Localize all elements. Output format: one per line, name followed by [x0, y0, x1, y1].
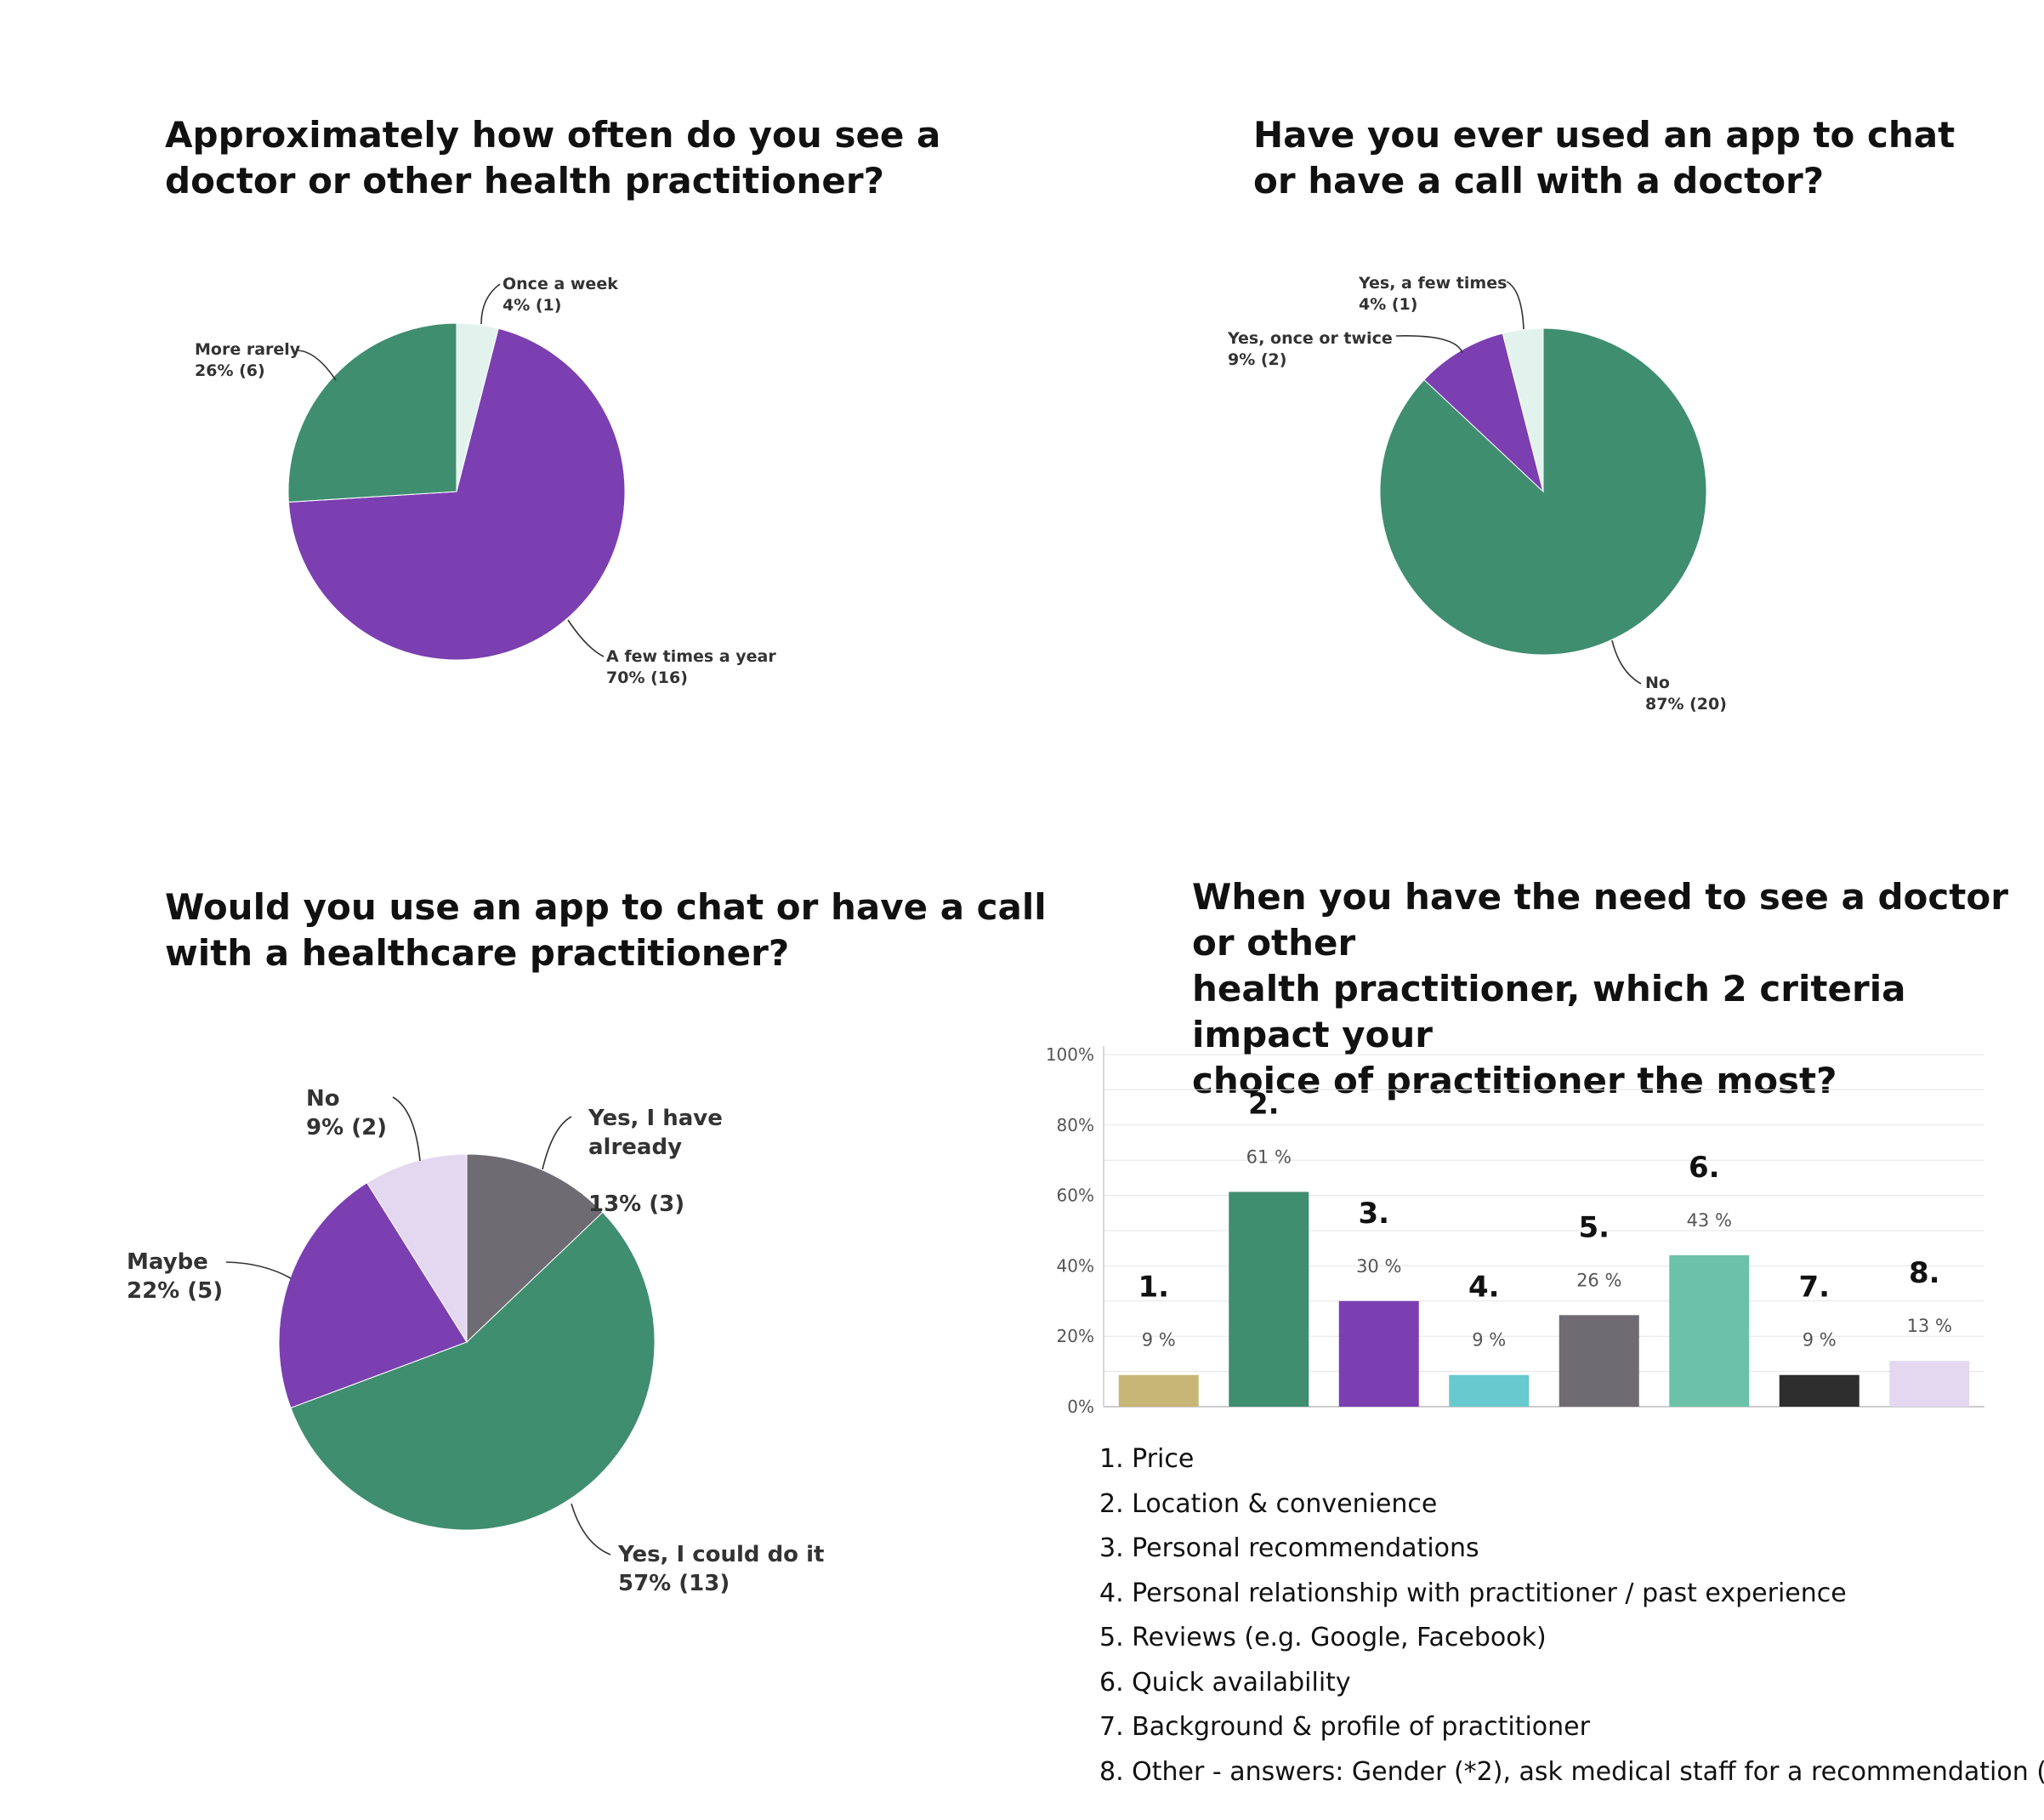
bar-category-label: 7. — [1798, 1271, 1830, 1305]
legend-item: 5. Reviews (e.g. Google, Facebook) — [1099, 1616, 2044, 1661]
bar — [1669, 1255, 1749, 1407]
bar-value-label: 9 % — [1472, 1330, 1506, 1351]
slice-label: Yes, a few times 4% (1) — [1358, 274, 1507, 314]
bar-value-label: 9 % — [1803, 1330, 1837, 1351]
bar-category-label: 8. — [1909, 1256, 1940, 1290]
legend-item: 2. Location & convenience — [1099, 1482, 2044, 1527]
leader-line — [1507, 282, 1524, 329]
bar-value-label: 9 % — [1142, 1330, 1176, 1351]
legend-item: 3. Personal recommendations — [1099, 1527, 2044, 1572]
leader-line — [1396, 336, 1462, 353]
bar-category-label: 3. — [1358, 1197, 1389, 1231]
leader-line — [298, 350, 336, 380]
y-tick-label: 60% — [1057, 1186, 1094, 1206]
bar-category-label: 4. — [1468, 1271, 1500, 1305]
pie-slice — [288, 323, 457, 502]
bar — [1889, 1361, 1969, 1407]
y-tick-label: 40% — [1057, 1255, 1094, 1276]
bar — [1559, 1315, 1639, 1407]
bar-category-label: 5. — [1578, 1210, 1610, 1244]
bar-value-label: 61 % — [1246, 1146, 1292, 1167]
slice-label: More rarely 26% (6) — [195, 340, 301, 380]
slice-label: Maybe 22% (5) — [127, 1249, 223, 1304]
leader-line — [571, 1504, 610, 1555]
bar-chart-legend: 1. Price 2. Location & convenience 3. Pe… — [1099, 1437, 2044, 1794]
bar-category-label: 2. — [1248, 1087, 1280, 1121]
bar — [1449, 1375, 1529, 1407]
slice-label: No 9% (2) — [306, 1086, 387, 1140]
bar-category-label: 1. — [1138, 1271, 1169, 1305]
slice-label: Yes, once or twice 9% (2) — [1227, 329, 1393, 369]
bar-value-label: 43 % — [1687, 1210, 1732, 1231]
leader-line — [542, 1117, 571, 1169]
slice-label: Yes, I could do it 57% (13) — [617, 1542, 824, 1596]
legend-item: 7. Background & profile of practitioner — [1099, 1705, 2044, 1750]
legend-item: 1. Price — [1099, 1437, 2044, 1482]
bar — [1339, 1301, 1419, 1407]
y-tick-label: 20% — [1057, 1326, 1094, 1346]
leader-line — [1612, 640, 1641, 684]
bar-value-label: 30 % — [1356, 1256, 1401, 1277]
y-tick-label: 0% — [1067, 1396, 1094, 1417]
bar — [1119, 1375, 1199, 1407]
leader-line — [481, 284, 500, 324]
slice-label: A few times a year 70% (16) — [606, 647, 776, 687]
bar — [1780, 1375, 1859, 1407]
bar-value-label: 26 % — [1576, 1270, 1621, 1290]
y-tick-label: 80% — [1057, 1115, 1094, 1135]
leader-line — [568, 620, 604, 657]
legend-item: 4. Personal relationship with practition… — [1099, 1572, 2044, 1617]
bar-category-label: 6. — [1689, 1151, 1720, 1185]
bar-value-label: 13 % — [1907, 1316, 1952, 1336]
bar — [1229, 1192, 1309, 1407]
slice-label: No 87% (20) — [1645, 674, 1727, 714]
y-tick-label: 100% — [1046, 1044, 1094, 1065]
legend-item: 8. Other - answers: Gender (*2), ask med… — [1099, 1750, 2044, 1795]
slice-label: Yes, I have already — [588, 1106, 723, 1160]
leader-line — [393, 1097, 420, 1161]
leader-line — [226, 1262, 291, 1278]
slice-label: Once a week 4% (1) — [502, 275, 618, 315]
legend-item: 6. Quick availability — [1099, 1661, 2044, 1706]
